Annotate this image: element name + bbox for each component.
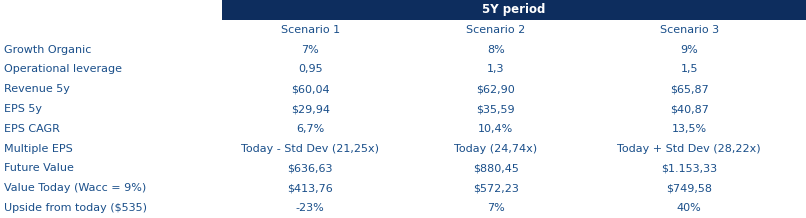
- Text: Today + Std Dev (28,22x): Today + Std Dev (28,22x): [617, 144, 761, 154]
- Text: EPS 5y: EPS 5y: [4, 104, 42, 114]
- Text: 0,95: 0,95: [298, 64, 322, 74]
- Text: 13,5%: 13,5%: [671, 124, 707, 134]
- Text: $62,90: $62,90: [476, 84, 515, 94]
- Text: $60,04: $60,04: [291, 84, 330, 94]
- Text: Today - Std Dev (21,25x): Today - Std Dev (21,25x): [241, 144, 380, 154]
- Text: $880,45: $880,45: [473, 164, 518, 174]
- Text: Value Today (Wacc = 9%): Value Today (Wacc = 9%): [4, 183, 146, 193]
- Text: Future Value: Future Value: [4, 164, 74, 174]
- Text: $1.153,33: $1.153,33: [661, 164, 717, 174]
- Text: 40%: 40%: [677, 203, 701, 213]
- Text: Upside from today ($535): Upside from today ($535): [4, 203, 147, 213]
- Text: 5Y period: 5Y period: [482, 3, 546, 16]
- Text: Scenario 3: Scenario 3: [659, 25, 719, 35]
- Text: -23%: -23%: [296, 203, 325, 213]
- Text: Operational leverage: Operational leverage: [4, 64, 122, 74]
- Text: Scenario 2: Scenario 2: [466, 25, 526, 35]
- Text: 7%: 7%: [301, 44, 319, 54]
- Text: Scenario 1: Scenario 1: [280, 25, 340, 35]
- Text: 9%: 9%: [680, 44, 698, 54]
- Text: $413,76: $413,76: [288, 183, 333, 193]
- Text: $29,94: $29,94: [291, 104, 330, 114]
- Text: $65,87: $65,87: [670, 84, 708, 94]
- Text: $40,87: $40,87: [670, 104, 708, 114]
- Text: EPS CAGR: EPS CAGR: [4, 124, 60, 134]
- Text: $636,63: $636,63: [288, 164, 333, 174]
- Text: $749,58: $749,58: [666, 183, 713, 193]
- Text: 7%: 7%: [487, 203, 505, 213]
- Text: 1,3: 1,3: [487, 64, 505, 74]
- Text: 10,4%: 10,4%: [478, 124, 513, 134]
- Text: $35,59: $35,59: [476, 104, 515, 114]
- Text: $572,23: $572,23: [473, 183, 518, 193]
- Text: Today (24,74x): Today (24,74x): [454, 144, 538, 154]
- Text: 6,7%: 6,7%: [296, 124, 325, 134]
- Text: 1,5: 1,5: [680, 64, 698, 74]
- Text: Multiple EPS: Multiple EPS: [4, 144, 73, 154]
- Text: 8%: 8%: [487, 44, 505, 54]
- Text: Growth Organic: Growth Organic: [4, 44, 91, 54]
- Bar: [222, 0, 806, 20]
- Text: Revenue 5y: Revenue 5y: [4, 84, 70, 94]
